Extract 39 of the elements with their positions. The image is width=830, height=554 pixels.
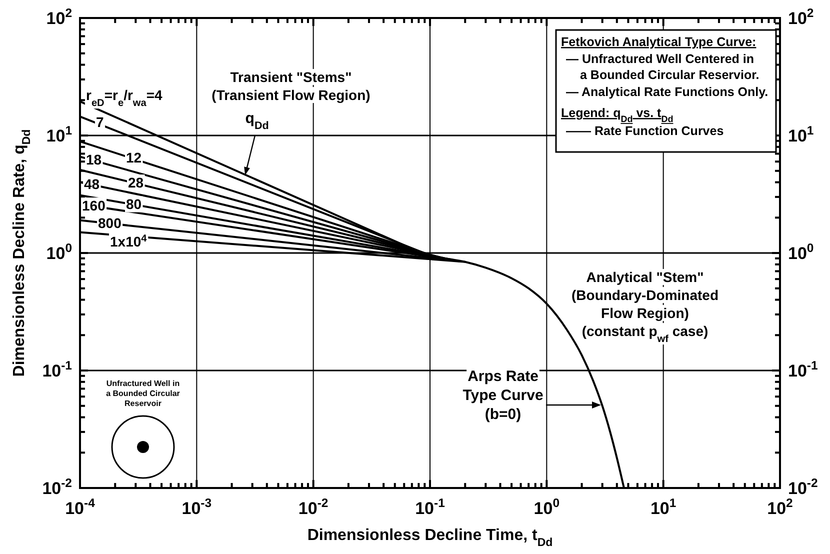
text: 10$^{-2}$ (788, 476, 818, 498)
x-tick-label: 10$^{2}$ (767, 496, 794, 518)
annotation: Unfractured Well in a Bounded Circular Reservoir (106, 379, 180, 408)
series-label: 28 (128, 174, 144, 191)
x-axis-title: Dimensionless Decline Time, t$_{Dd}$ (307, 527, 553, 549)
series-label: 48 (84, 176, 100, 192)
series-label: r$_{eD}$=r$_{e}$/r$_{wa}$=4 (86, 87, 163, 109)
text: 10$^{1}$ (788, 124, 814, 146)
y-tick-label: 10$^{1}$ (46, 124, 72, 146)
x-tick-label: 10$^{-1}$ (415, 496, 446, 518)
annotation: Arps Rate Type Curve (b=0) (462, 368, 544, 423)
annotation: Fetkovich Analytical Type Curve: (561, 35, 756, 49)
series-label: 18 (86, 151, 102, 168)
x-tick-label: 10$^{1}$ (650, 496, 676, 518)
annotation: Legend: q$_{Dd}$ vs. t$_{Dd}$ (561, 106, 674, 124)
y-tick-label: 10$^{-2}$ (42, 476, 72, 498)
y-tick-label: 10$^{2}$ (46, 6, 72, 28)
series-label: 800 (98, 215, 122, 232)
annotation: q$_{Dd}$ (245, 110, 269, 132)
series-label: 1x10$^{4}$ (110, 233, 148, 250)
x-tick-label: 10$^{-4}$ (65, 496, 96, 518)
annotation: — Unfractured Well Centered in (566, 52, 754, 66)
annotation: Analytical "Stem" (Boundary-Dominated Flow Region) (constant p$_{wf}$ case) (572, 269, 718, 344)
text: 10$^{0}$ (788, 241, 814, 263)
x-tick-label: 10$^{-2}$ (298, 496, 328, 518)
text: 10$^{-1}$ (788, 358, 818, 380)
text: 10$^{2}$ (788, 6, 814, 28)
series-label: 80 (126, 196, 142, 212)
series-label: 160 (82, 198, 106, 214)
y-tick-label: 10$^{-1}$ (42, 358, 72, 380)
x-tick-label: 10$^{0}$ (534, 496, 560, 518)
series-label: 7 (96, 114, 104, 130)
x-tick-label: 10$^{-3}$ (182, 496, 212, 518)
annotation: — Analytical Rate Functions Only. (566, 85, 768, 99)
annotation: —— Rate Function Curves (566, 124, 724, 138)
annotation: Transient "Stems" (Transient Flow Region) (212, 69, 370, 103)
series-label: 12 (126, 149, 142, 166)
y-tick-label: 10$^{0}$ (46, 241, 72, 263)
annotation: a Bounded Circular Reservior. (580, 68, 760, 82)
